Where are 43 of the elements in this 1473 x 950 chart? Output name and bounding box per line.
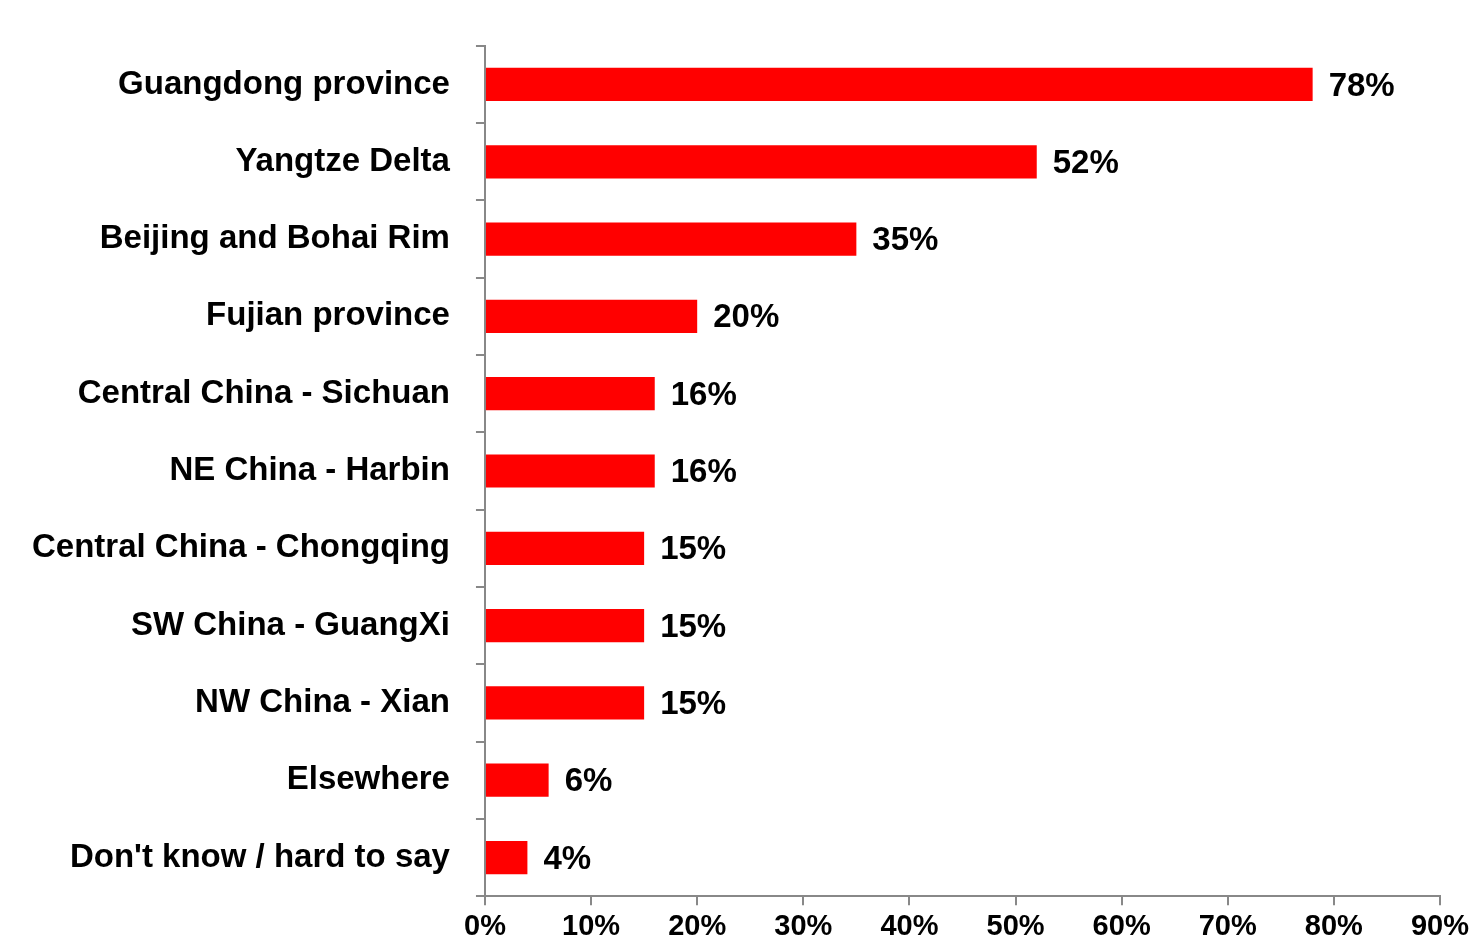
bar [485,763,549,797]
data-label: 6% [564,761,613,799]
bar [485,609,645,643]
data-label: 15% [660,684,727,722]
y-tick-label: Yangtze Delta [235,140,451,178]
y-tick-label: NE China - Harbin [169,450,450,488]
y-tick-label: Elsewhere [286,759,450,797]
data-label: 35% [872,220,939,258]
bar [485,531,645,565]
data-label: 16% [670,374,737,412]
y-tick-label: Don't know / hard to say [69,836,451,874]
bar [485,222,857,256]
x-tick-label: 80% [1304,908,1364,941]
y-tick-label: Central China - Sichuan [77,372,450,410]
y-tick-label: NW China - Xian [195,682,450,720]
y-tick-label: Central China - Chongqing [31,527,450,565]
data-label: 4% [543,838,592,876]
x-tick-label: 0% [464,908,507,941]
data-label: 15% [660,529,727,567]
data-label: 20% [713,297,780,335]
y-tick-label: Guangdong province [118,63,450,101]
data-label: 16% [670,452,737,490]
data-label: 52% [1052,142,1119,180]
y-tick-label: SW China - GuangXi [130,604,450,642]
bar [485,299,698,333]
data-label: 15% [660,606,727,644]
x-tick-label: 60% [1092,908,1151,941]
x-tick-label: 20% [668,908,727,941]
bar [485,377,655,411]
x-tick-label: 70% [1198,908,1257,941]
data-label: 78% [1328,65,1395,103]
bar [485,67,1313,102]
x-tick-label: 40% [880,908,939,941]
y-tick-label: Fujian province [206,295,450,333]
x-tick-label: 50% [986,908,1045,941]
y-tick-label: Beijing and Bohai Rim [99,218,450,256]
x-tick-label: 30% [774,908,833,941]
bar [485,145,1037,179]
bar [485,454,655,488]
x-tick-label: 10% [562,908,621,941]
x-tick-label: 90% [1410,908,1470,941]
bar [485,686,645,720]
bar [485,840,528,875]
